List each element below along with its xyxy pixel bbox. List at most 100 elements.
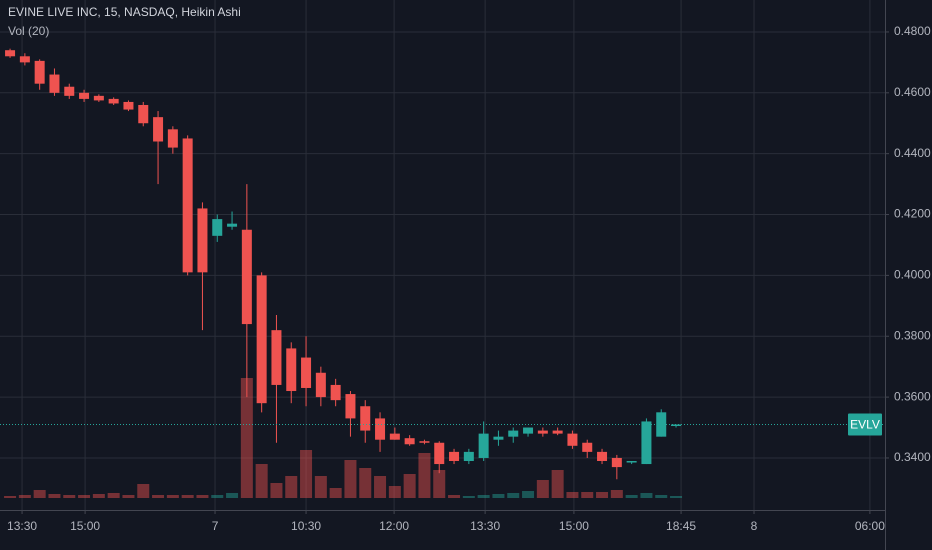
x-tick-label: 15:00 [70, 519, 100, 533]
y-tick-label: 0.4400 [894, 146, 931, 160]
volume-bar [670, 496, 683, 498]
x-tick-label: 10:30 [291, 519, 321, 533]
volume-bar [329, 488, 342, 498]
candle-body [49, 74, 60, 93]
volume-bar [359, 468, 372, 498]
volume-bar [433, 470, 446, 498]
volume-bar [551, 470, 564, 498]
volume-bar [211, 495, 224, 498]
volume-bar [610, 490, 623, 498]
candle-body [93, 95, 104, 101]
x-tick-label: 13:30 [7, 519, 37, 533]
y-tick-label: 0.3600 [894, 389, 931, 403]
candle-body [256, 275, 267, 404]
y-tick-label: 0.4000 [894, 268, 931, 282]
candle-body [212, 219, 223, 236]
candle-body [537, 430, 548, 434]
volume-bar [78, 495, 91, 498]
candle-body [389, 433, 400, 440]
x-tick-label: 7 [212, 519, 219, 533]
volume-bar [152, 495, 165, 498]
volume-bar [166, 495, 179, 498]
volume-bar [137, 484, 150, 498]
candle-body [375, 418, 386, 440]
volume-bar [344, 460, 357, 498]
x-tick-label: 06:00 [855, 519, 885, 533]
volume-bar [196, 495, 209, 498]
volume-bar [122, 495, 135, 498]
candle-body [79, 92, 90, 99]
symbol-label: EVLV [850, 418, 880, 432]
candle-body [626, 461, 637, 463]
volume-bar [522, 491, 535, 498]
candle-body [345, 394, 356, 419]
y-tick-label: 0.3400 [894, 450, 931, 464]
candle-body [241, 229, 252, 325]
x-tick-label: 8 [751, 519, 758, 533]
candle-body [153, 117, 164, 142]
candle-body [19, 56, 30, 63]
candle-body [138, 104, 149, 124]
candle-body [108, 98, 119, 104]
volume-bar [107, 493, 120, 498]
candle-body [301, 357, 312, 388]
candle-body [582, 442, 593, 452]
candle-body [611, 457, 622, 468]
candle-body [567, 433, 578, 446]
volume-bar [4, 496, 17, 498]
volume-bar [448, 495, 461, 498]
candle-body [197, 208, 208, 273]
volume-bar [181, 495, 194, 498]
volume-bar [418, 453, 431, 498]
y-tick-label: 0.4200 [894, 207, 931, 221]
candle-body [463, 451, 474, 462]
candle-body [286, 348, 297, 392]
volume-bar [581, 492, 594, 498]
candle-body [271, 330, 282, 385]
volume-bar [314, 476, 327, 498]
candle-body [123, 101, 134, 110]
y-tick-label: 0.4800 [894, 24, 931, 38]
y-tick-label: 0.4600 [894, 85, 931, 99]
candle-body [360, 406, 371, 431]
volume-bar [33, 490, 46, 498]
x-tick-label: 18:45 [666, 519, 696, 533]
volume-bar [492, 494, 505, 498]
volume-bar [92, 494, 105, 498]
volume-bar [48, 494, 61, 498]
volume-bar [566, 492, 579, 498]
volume-bar [640, 493, 653, 498]
volume-bar [477, 495, 490, 498]
candle-body [419, 441, 430, 443]
x-tick-label: 15:00 [559, 519, 589, 533]
candle-body [641, 421, 652, 465]
candle-body [167, 129, 178, 148]
candle-body [449, 451, 460, 462]
symbol-label-box [848, 413, 882, 436]
candle-body [508, 430, 519, 437]
volume-bar [240, 378, 253, 498]
chart-subtitle: Vol (20) [8, 24, 49, 38]
volume-bar [285, 476, 298, 498]
y-tick-label: 0.3800 [894, 328, 931, 342]
candle-body [227, 223, 238, 227]
candle-body [434, 442, 445, 465]
candle-body [656, 412, 667, 437]
volume-bar [388, 486, 401, 498]
chart-title: EVINE LIVE INC, 15, NASDAQ, Heikin Ashi [8, 5, 241, 19]
candle-body [315, 372, 326, 398]
volume-bar [270, 483, 283, 498]
volume-bar [374, 476, 387, 498]
volume-bar [507, 493, 520, 498]
x-tick-label: 12:00 [379, 519, 409, 533]
candle-body [493, 436, 504, 440]
volume-bar [625, 495, 638, 498]
volume-bar [255, 464, 268, 498]
volume-bar [596, 492, 609, 498]
candle-body [5, 50, 16, 57]
volume-bar [63, 495, 76, 498]
volume-bar [300, 450, 313, 498]
candle-body [597, 451, 608, 462]
